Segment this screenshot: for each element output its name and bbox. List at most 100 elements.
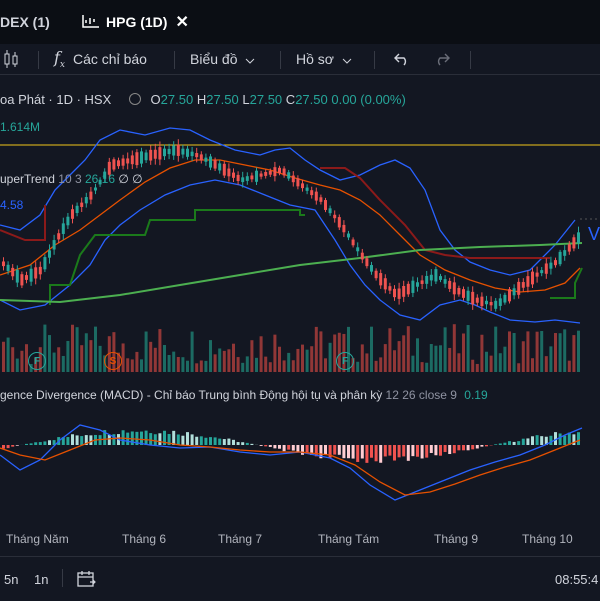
- tab-hpg[interactable]: HPG (1D) ✕: [82, 8, 189, 36]
- range-1n-button[interactable]: 1n: [34, 557, 48, 601]
- candle: [168, 149, 171, 154]
- volume-bar: [549, 346, 552, 372]
- signal-marker-s[interactable]: S: [104, 352, 122, 370]
- candle: [407, 284, 410, 295]
- candle: [370, 265, 373, 272]
- macd-histogram-bar: [2, 445, 5, 449]
- volume-bar: [11, 347, 14, 372]
- macd-histogram-bar: [154, 434, 157, 445]
- candle: [172, 146, 175, 156]
- volume-bar: [361, 344, 364, 372]
- macd-legend[interactable]: gence Divergence (MACD) - Chỉ báo Trung …: [0, 388, 488, 402]
- chevron-down-icon: [342, 51, 352, 67]
- profile-button[interactable]: Hồ sơ: [296, 44, 352, 74]
- candle: [20, 274, 23, 285]
- volume-bar: [402, 335, 405, 372]
- candle: [232, 173, 235, 178]
- volume-bar: [283, 360, 286, 372]
- candle: [278, 168, 281, 173]
- price-chart[interactable]: V: [0, 76, 600, 556]
- macd-histogram-bar: [260, 445, 263, 446]
- volume-bar: [522, 341, 525, 372]
- redo-icon[interactable]: [434, 44, 450, 74]
- candle: [421, 280, 424, 284]
- volume-bar: [140, 359, 143, 372]
- candle: [16, 270, 19, 283]
- candle: [315, 192, 318, 201]
- volume-bar: [462, 333, 465, 372]
- candle: [536, 273, 539, 277]
- candle: [388, 286, 391, 290]
- clock-time[interactable]: 08:55:4: [555, 557, 598, 601]
- candle: [76, 206, 79, 213]
- macd-histogram-bar: [347, 445, 350, 458]
- candle: [379, 273, 382, 285]
- candle: [306, 188, 309, 191]
- candle: [43, 257, 46, 269]
- volume-bar: [375, 361, 378, 372]
- macd-histogram-bar: [503, 443, 506, 445]
- range-5n-button[interactable]: 5n: [4, 557, 18, 601]
- volume-bar: [122, 343, 125, 372]
- macd-histogram-bar: [361, 445, 364, 458]
- macd-histogram-bar: [480, 445, 483, 447]
- candle: [85, 197, 88, 203]
- divider: [62, 569, 63, 587]
- volume-bar: [135, 352, 138, 372]
- divider: [38, 51, 39, 69]
- calendar-icon[interactable]: [76, 557, 96, 601]
- symbol-legend[interactable]: oa Phát · 1D · HSX O27.50 H27.50 L27.50 …: [0, 92, 406, 107]
- volume-bar: [444, 327, 447, 372]
- macd-histogram-bar: [457, 445, 460, 450]
- close-icon[interactable]: ✕: [175, 12, 188, 32]
- macd-histogram-bar: [522, 439, 525, 445]
- signal-marker-f[interactable]: F: [336, 352, 354, 370]
- indicators-button[interactable]: fx Các chỉ báo: [54, 44, 147, 74]
- macd-histogram-bar: [324, 445, 327, 455]
- candle: [513, 288, 516, 295]
- candle: [135, 152, 138, 165]
- candle: [398, 289, 401, 299]
- candle: [577, 232, 580, 243]
- macd-histogram-bar: [108, 435, 111, 445]
- volume-bar: [227, 349, 230, 372]
- volume-bar: [131, 359, 134, 372]
- volume-bar: [48, 335, 51, 372]
- volume-bar: [80, 345, 83, 372]
- candle: [186, 149, 189, 157]
- candle: [416, 282, 419, 286]
- tab-dex[interactable]: DEX (1): [0, 8, 50, 36]
- x-axis-label: Tháng 7: [218, 532, 262, 546]
- macd-histogram-bar: [462, 445, 465, 450]
- volume-bar: [365, 353, 368, 372]
- macd-histogram-bar: [411, 445, 414, 456]
- candle: [342, 225, 345, 232]
- chart-type-button[interactable]: Biểu đồ: [190, 44, 255, 74]
- volume-bar: [16, 359, 19, 372]
- tab-label: HPG (1D): [106, 14, 167, 30]
- volume-bar: [149, 342, 152, 372]
- macd-histogram-bar: [513, 442, 516, 445]
- eye-icon[interactable]: [129, 93, 141, 105]
- candle: [227, 169, 230, 177]
- candle: [444, 279, 447, 284]
- undo-icon[interactable]: [394, 44, 410, 74]
- x-axis-label: Tháng 10: [522, 532, 573, 546]
- candle: [517, 282, 520, 295]
- candle: [448, 281, 451, 289]
- divider: [470, 51, 471, 69]
- volume-bar: [66, 341, 69, 372]
- candle: [531, 272, 534, 285]
- volume-bar: [499, 353, 502, 372]
- volume-bar: [329, 343, 332, 372]
- signal-marker-f[interactable]: F: [28, 352, 46, 370]
- macd-histogram-bar: [559, 433, 562, 445]
- volume-bar: [490, 356, 493, 372]
- volume-bar: [296, 349, 299, 372]
- supertrend-legend[interactable]: uperTrend 10 3 26.16 ∅ ∅: [0, 172, 143, 186]
- volume-bar: [411, 356, 414, 372]
- macd-histogram-bar: [186, 432, 189, 445]
- macd-histogram-bar: [181, 436, 184, 445]
- volume-bar: [2, 342, 5, 372]
- candlestick-icon[interactable]: [2, 44, 20, 74]
